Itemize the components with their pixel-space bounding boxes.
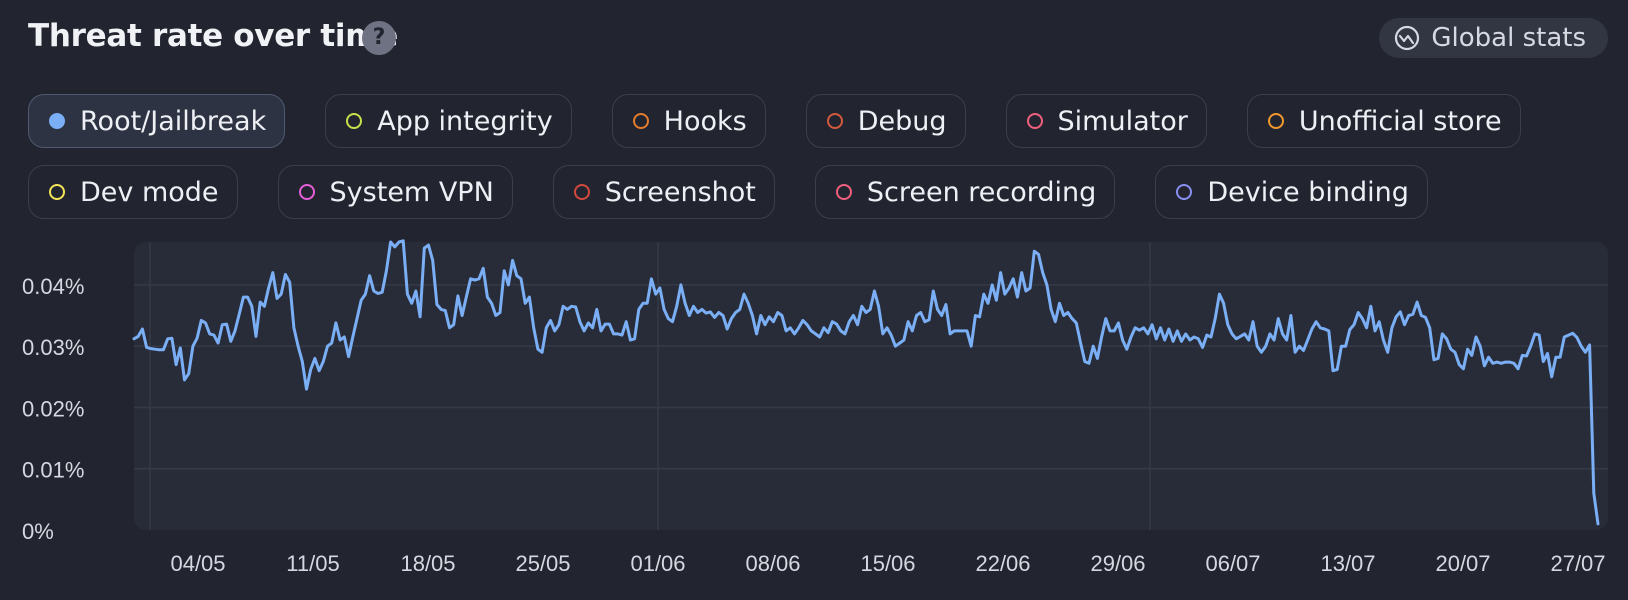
filter-chip-unofficial-store[interactable]: Unofficial store xyxy=(1246,94,1521,148)
filter-chip-label: Screen recording xyxy=(866,176,1097,208)
filter-chip-label: Root/Jailbreak xyxy=(80,105,267,137)
filter-chip-system-vpn[interactable]: System VPN xyxy=(277,165,513,219)
legend-dot-icon xyxy=(632,113,649,129)
filter-chip-screen-recording[interactable]: Screen recording xyxy=(814,165,1116,219)
filter-chip-root-jailbreak[interactable]: Root/Jailbreak xyxy=(28,94,286,148)
y-tick-label: 0.02% xyxy=(22,396,84,421)
x-tick-label: 01/06 xyxy=(630,551,685,576)
filter-chip-label: Hooks xyxy=(663,105,747,137)
y-tick-label: 0.03% xyxy=(22,335,84,360)
filter-chip-label: Debug xyxy=(857,105,947,137)
y-tick-label: 0.04% xyxy=(22,274,84,299)
filter-chip-hooks[interactable]: Hooks xyxy=(611,94,766,148)
filter-chip-label: Screenshot xyxy=(604,176,756,208)
x-tick-label: 06/07 xyxy=(1205,551,1260,576)
legend-dot-icon xyxy=(1267,113,1284,129)
filter-chip-screenshot[interactable]: Screenshot xyxy=(552,165,775,219)
x-tick-label: 04/05 xyxy=(170,551,225,576)
filter-row-1: Root/Jailbreak App integrity Hooks Debug Sim… xyxy=(28,94,1608,148)
x-tick-label: 08/06 xyxy=(745,551,800,576)
legend-dot-icon xyxy=(49,184,65,200)
global-stats-label: Global stats xyxy=(1431,23,1586,53)
x-tick-label: 20/07 xyxy=(1435,551,1490,576)
x-tick-label: 15/06 xyxy=(860,551,915,576)
global-stats-button[interactable]: Global stats xyxy=(1379,18,1608,58)
filter-chip-label: Simulator xyxy=(1057,105,1188,137)
threat-rate-line-chart: 0.04% 0.03% 0.02% 0.01% 0% 04/05 11/05 18/05 25… xyxy=(22,239,1608,576)
filter-chip-dev-mode[interactable]: Dev mode xyxy=(28,165,238,219)
x-tick-label: 27/07 xyxy=(1550,551,1605,576)
filter-chip-label: System VPN xyxy=(329,176,494,208)
legend-dot-icon xyxy=(573,184,590,200)
filter-chip-label: Dev mode xyxy=(80,176,219,208)
legend-dot-icon xyxy=(49,113,65,129)
globe-chart-icon xyxy=(1395,25,1420,51)
filter-chip-label: App integrity xyxy=(377,105,553,137)
legend-dot-icon xyxy=(298,184,315,200)
legend-dot-icon xyxy=(826,113,843,129)
filter-chip-label: Device binding xyxy=(1207,176,1409,208)
chart-title: Threat rate over time xyxy=(28,18,398,54)
plot-background xyxy=(134,242,1608,530)
legend-dot-icon xyxy=(1176,184,1193,200)
threat-filter-chips: Root/Jailbreak App integrity Hooks Debug Sim… xyxy=(28,94,1608,236)
y-tick-label: 0% xyxy=(22,519,54,544)
filter-chip-simulator[interactable]: Simulator xyxy=(1005,94,1207,148)
legend-dot-icon xyxy=(346,113,363,129)
x-tick-label: 25/05 xyxy=(515,551,570,576)
legend-dot-icon xyxy=(1026,113,1043,129)
legend-dot-icon xyxy=(835,184,852,200)
filter-row-2: Dev mode System VPN Screenshot Screen recor… xyxy=(28,165,1608,219)
filter-chip-device-binding[interactable]: Device binding xyxy=(1155,165,1428,219)
y-tick-label: 0.01% xyxy=(22,458,84,483)
series-line-root-jailbreak xyxy=(132,239,1600,526)
x-tick-label: 18/05 xyxy=(400,551,455,576)
x-tick-label: 11/05 xyxy=(286,551,339,576)
filter-chip-label: Unofficial store xyxy=(1298,105,1502,137)
question-mark-icon[interactable]: ? xyxy=(362,21,396,55)
x-tick-label: 22/06 xyxy=(975,551,1030,576)
x-tick-label: 29/06 xyxy=(1090,551,1145,576)
x-tick-label: 13/07 xyxy=(1320,551,1375,576)
filter-chip-app-integrity[interactable]: App integrity xyxy=(325,94,572,148)
filter-chip-debug[interactable]: Debug xyxy=(805,94,966,148)
